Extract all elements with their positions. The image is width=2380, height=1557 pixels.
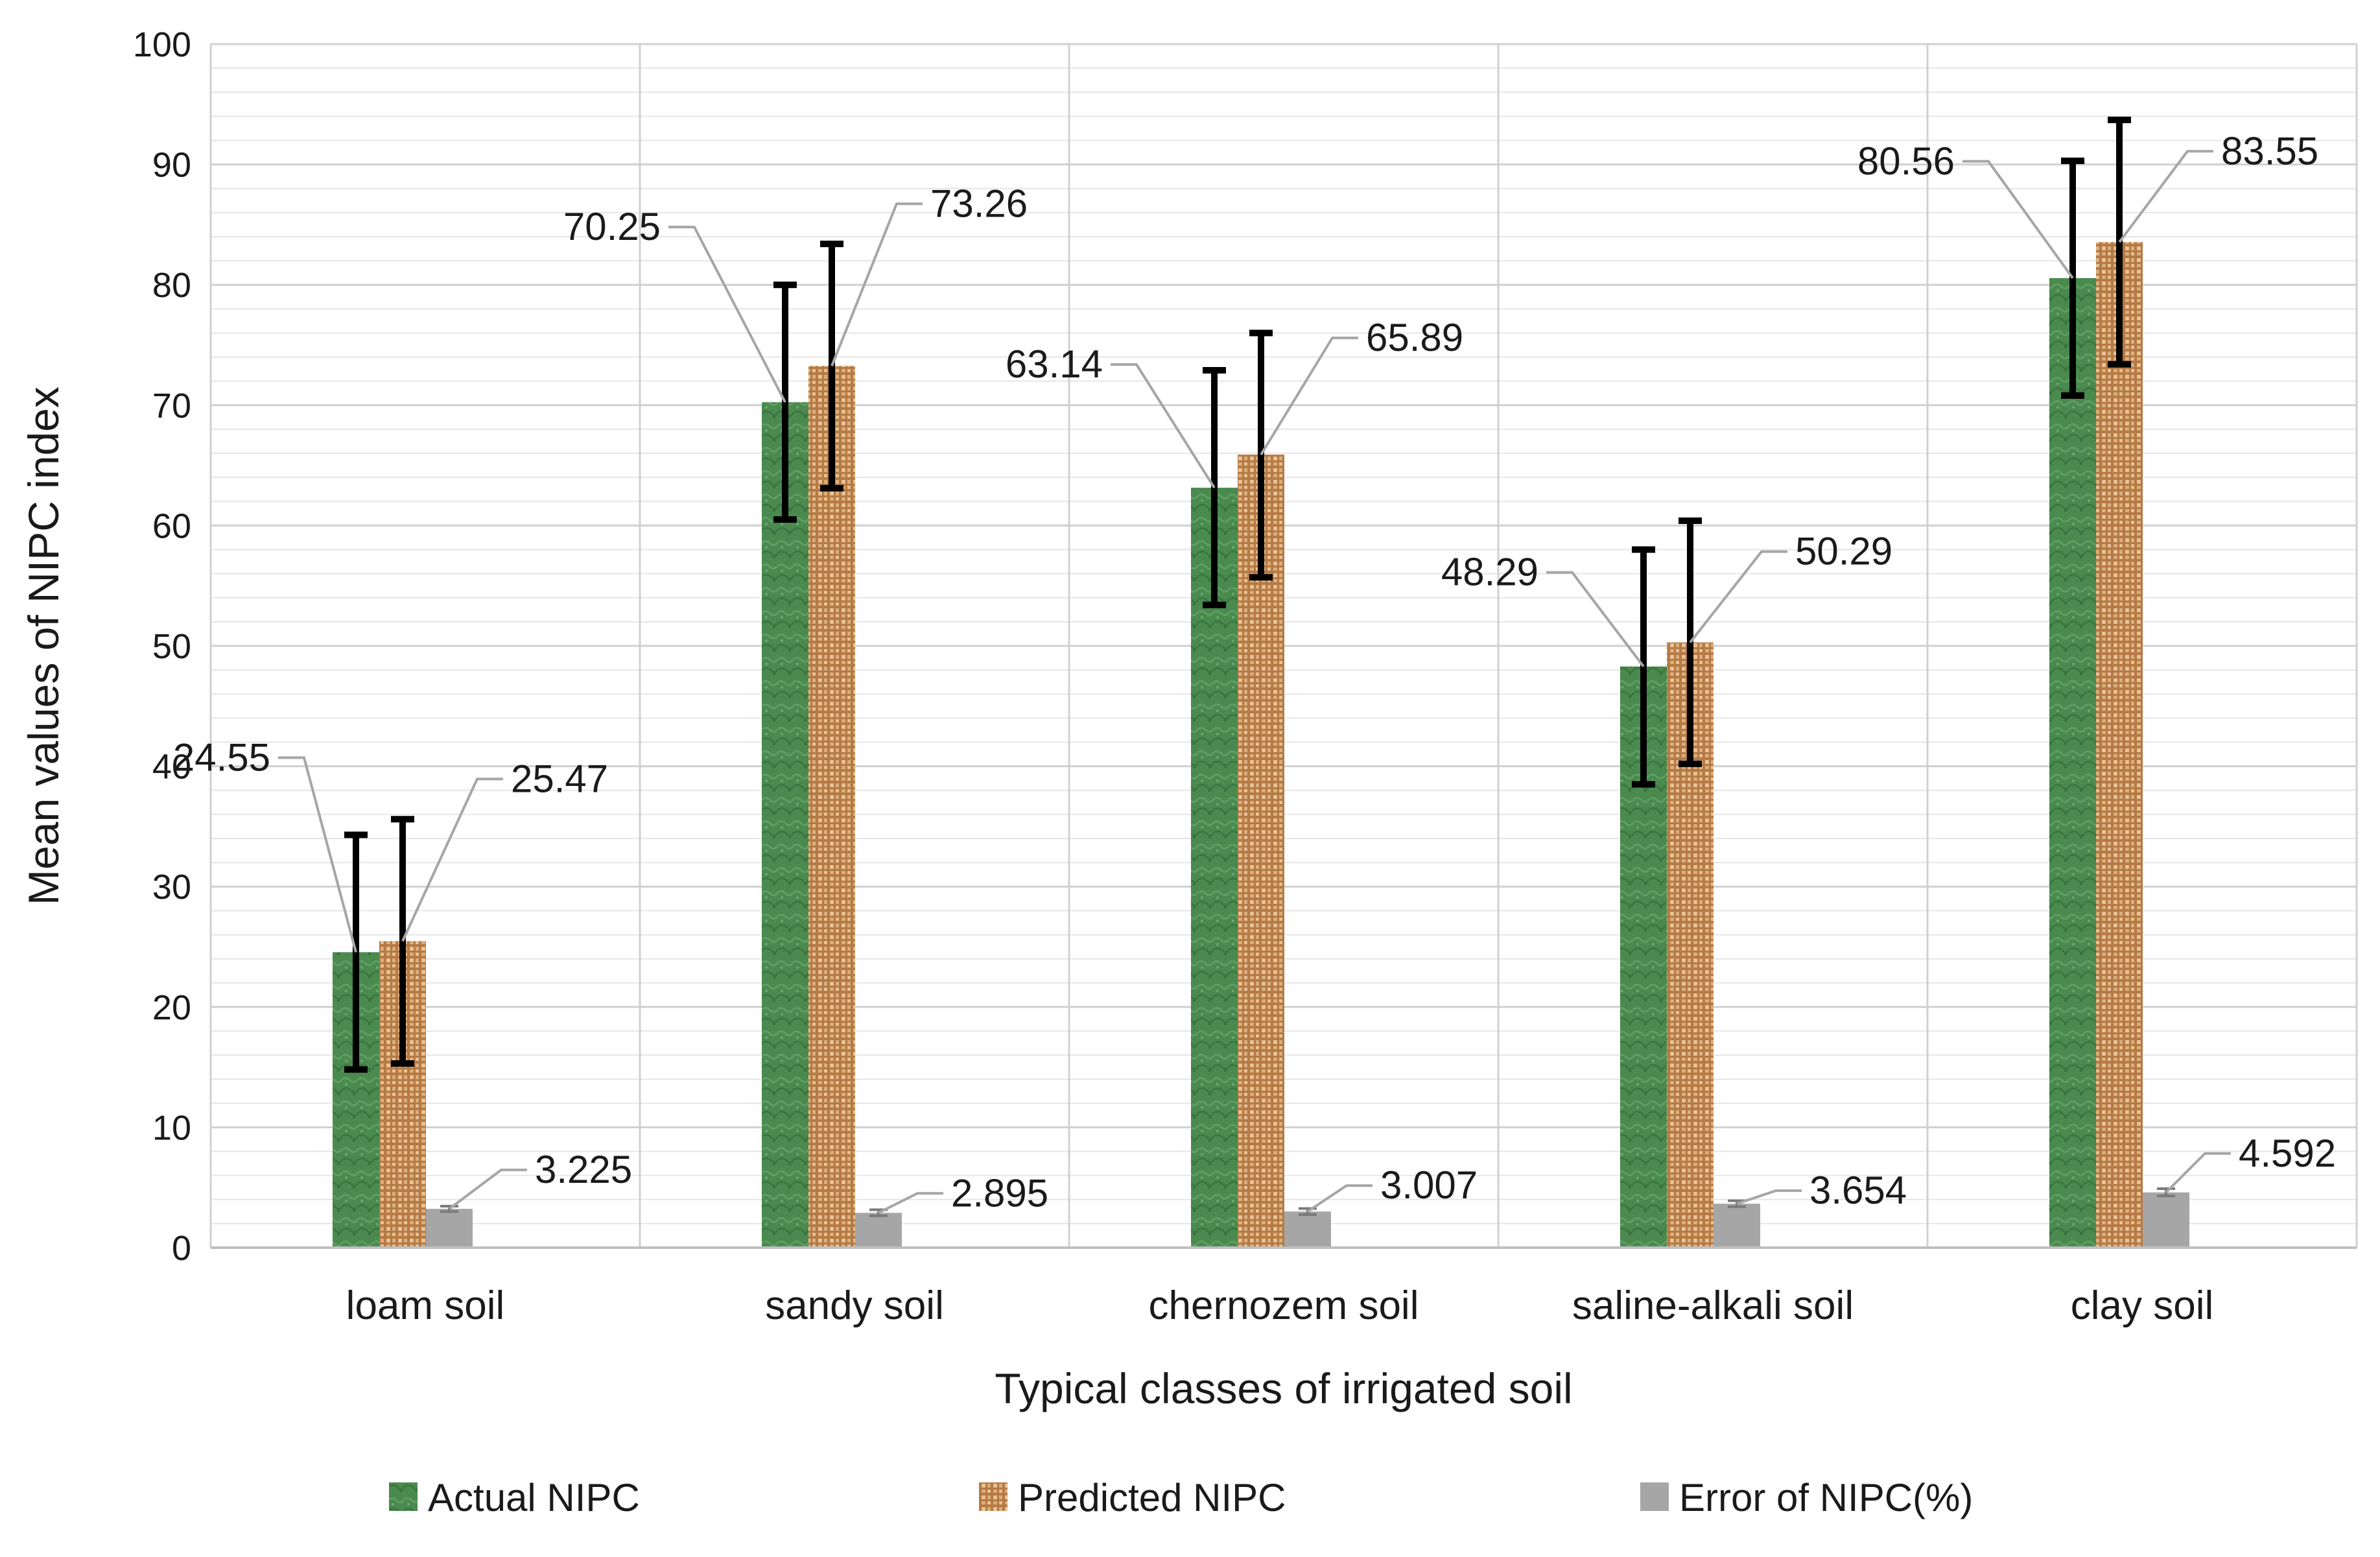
leader-line — [831, 202, 923, 367]
y-tick-label: 80 — [152, 266, 191, 305]
leader-line — [878, 1192, 943, 1215]
legend: Actual NIPC Predicted NIPC Error of NIPC… — [389, 1476, 1973, 1519]
data-label-2-3: 3.654 — [1809, 1169, 1907, 1212]
data-label-2-4: 4.592 — [2239, 1132, 2336, 1175]
data-label-1-4: 83.55 — [2221, 129, 2318, 172]
leader-line — [448, 1169, 527, 1210]
leader-line — [1111, 363, 1216, 489]
leader-line — [668, 226, 786, 403]
data-label-0-0: 24.55 — [173, 735, 270, 779]
bar-0-4 — [2049, 278, 2096, 1248]
data-label-1-2: 65.89 — [1366, 316, 1463, 359]
data-label-0-3: 48.29 — [1441, 551, 1538, 594]
bar-2-1 — [855, 1213, 902, 1248]
bar-2-0 — [426, 1209, 473, 1248]
y-tick-label: 100 — [133, 25, 191, 64]
label-leader-lines — [278, 150, 2231, 1215]
major-gridlines — [209, 43, 2358, 1248]
x-category-label: clay soil — [2071, 1283, 2214, 1328]
x-category-label: sandy soil — [765, 1283, 944, 1328]
data-label-1-1: 73.26 — [930, 182, 1028, 225]
legend-swatch-error-nipc — [1640, 1482, 1669, 1511]
leader-line — [2118, 150, 2213, 243]
data-label-0-4: 80.56 — [1857, 139, 1955, 183]
data-label-2-2: 3.007 — [1380, 1163, 1478, 1207]
data-label-0-2: 63.14 — [1006, 342, 1103, 386]
bar-2-4 — [2143, 1192, 2189, 1248]
bar-1-1 — [808, 366, 855, 1248]
x-category-label: saline-alkali soil — [1572, 1283, 1854, 1328]
y-tick-label: 40 — [152, 748, 191, 787]
bar-2-3 — [1714, 1204, 1760, 1248]
y-tick-label: 90 — [152, 146, 191, 185]
data-label-1-0: 25.47 — [511, 757, 608, 800]
y-axis-ticks: 0 10 20 30 40 50 60 70 80 90 100 — [133, 25, 191, 1268]
leader-line — [401, 778, 503, 942]
bar-0-1 — [762, 402, 808, 1248]
bar-1-2 — [1238, 455, 1284, 1248]
leader-line — [1260, 337, 1358, 456]
y-tick-label: 70 — [152, 386, 191, 425]
bar-1-4 — [2096, 242, 2143, 1248]
leader-line — [278, 756, 357, 953]
y-tick-label: 0 — [172, 1229, 191, 1268]
x-category-label: loam soil — [346, 1283, 505, 1328]
y-axis-title: Mean values of NIPC index — [19, 386, 67, 905]
legend-label-actual-nipc: Actual NIPC — [428, 1476, 640, 1519]
legend-swatch-predicted-nipc — [979, 1482, 1007, 1511]
data-labels: 24.55 25.47 3.225 70.25 73.26 2.895 63.14 65.89… — [173, 129, 2336, 1215]
legend-label-predicted-nipc: Predicted NIPC — [1018, 1476, 1286, 1519]
legend-swatch-actual-nipc — [389, 1482, 418, 1511]
y-tick-label: 30 — [152, 868, 191, 907]
data-label-0-1: 70.25 — [563, 205, 661, 248]
x-axis-title: Typical classes of irrigated soil — [995, 1364, 1572, 1412]
x-category-label: chernozem soil — [1149, 1283, 1419, 1328]
bar-2-2 — [1284, 1211, 1331, 1248]
x-axis-category-labels: loam soil sandy soil chernozem soil saline-… — [346, 1283, 2214, 1328]
y-tick-label: 20 — [152, 988, 191, 1027]
y-tick-label: 10 — [152, 1108, 191, 1147]
y-tick-label: 60 — [152, 506, 191, 545]
y-tick-label: 50 — [152, 627, 191, 666]
leader-line — [1689, 550, 1787, 643]
data-label-2-1: 2.895 — [951, 1171, 1048, 1215]
data-label-2-0: 3.225 — [535, 1148, 632, 1191]
legend-label-error-nipc: Error of NIPC(%) — [1679, 1476, 1973, 1519]
leader-line — [1306, 1184, 1373, 1213]
leader-line — [1962, 160, 2074, 279]
bar-0-2 — [1191, 488, 1238, 1248]
data-label-1-3: 50.29 — [1795, 530, 1892, 573]
leader-line — [1546, 571, 1645, 667]
leader-line — [2165, 1152, 2231, 1194]
leader-line — [1736, 1189, 1802, 1206]
